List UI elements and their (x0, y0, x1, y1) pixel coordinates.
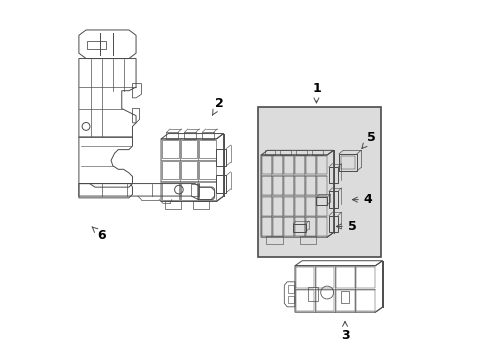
Bar (295, 156, 305, 175)
Bar (312, 150, 322, 155)
Bar (273, 176, 283, 195)
Bar (296, 267, 315, 288)
Bar (202, 132, 214, 139)
Bar (296, 290, 315, 311)
Bar (341, 156, 355, 169)
Bar (217, 175, 226, 193)
Text: 2: 2 (213, 97, 223, 115)
Bar (280, 150, 291, 155)
Text: 1: 1 (312, 82, 321, 103)
Bar (306, 156, 316, 175)
Bar (87, 41, 106, 49)
Bar (167, 132, 178, 139)
Bar (317, 156, 327, 175)
Bar (193, 201, 209, 208)
Text: 3: 3 (341, 321, 349, 342)
Bar (273, 217, 283, 236)
Bar (317, 197, 327, 205)
Bar (288, 285, 294, 293)
Bar (162, 140, 179, 158)
Bar (317, 197, 327, 216)
Bar (262, 197, 272, 216)
Bar (265, 150, 275, 155)
Bar (336, 290, 355, 311)
Bar (339, 154, 357, 171)
Bar (329, 216, 338, 232)
Text: 5: 5 (336, 220, 357, 233)
Bar (284, 217, 294, 236)
Bar (181, 161, 197, 179)
Bar (306, 176, 316, 195)
Bar (199, 161, 216, 179)
Bar (262, 156, 272, 175)
Bar (199, 182, 216, 200)
Bar (165, 201, 181, 208)
Bar (308, 287, 318, 301)
Bar (329, 192, 338, 207)
Bar (192, 184, 198, 196)
Bar (306, 197, 316, 216)
Bar (336, 267, 355, 288)
Bar (262, 176, 272, 195)
Bar (317, 176, 327, 195)
Bar (162, 182, 179, 200)
Bar (262, 217, 272, 236)
Bar (342, 291, 348, 303)
Bar (356, 267, 375, 288)
Bar (295, 197, 305, 216)
Bar (316, 290, 335, 311)
Bar (317, 217, 327, 236)
Bar (181, 182, 197, 200)
Bar (199, 140, 216, 158)
Bar (258, 107, 381, 257)
Bar (273, 197, 283, 216)
Bar (306, 217, 316, 236)
Text: 5: 5 (362, 131, 376, 149)
Bar (300, 237, 317, 244)
Bar (295, 176, 305, 195)
Bar (284, 176, 294, 195)
Bar (293, 224, 306, 232)
Bar (273, 156, 283, 175)
Bar (162, 161, 179, 179)
Bar (217, 149, 226, 166)
Bar (296, 150, 307, 155)
Bar (316, 267, 335, 288)
Bar (284, 156, 294, 175)
Bar (295, 217, 305, 236)
Bar (288, 296, 294, 303)
Text: 4: 4 (352, 193, 372, 206)
Bar (184, 132, 196, 139)
Bar (356, 290, 375, 311)
Bar (284, 197, 294, 216)
Text: 6: 6 (92, 227, 106, 242)
Bar (181, 140, 197, 158)
Bar (329, 167, 338, 183)
Bar (267, 237, 283, 244)
